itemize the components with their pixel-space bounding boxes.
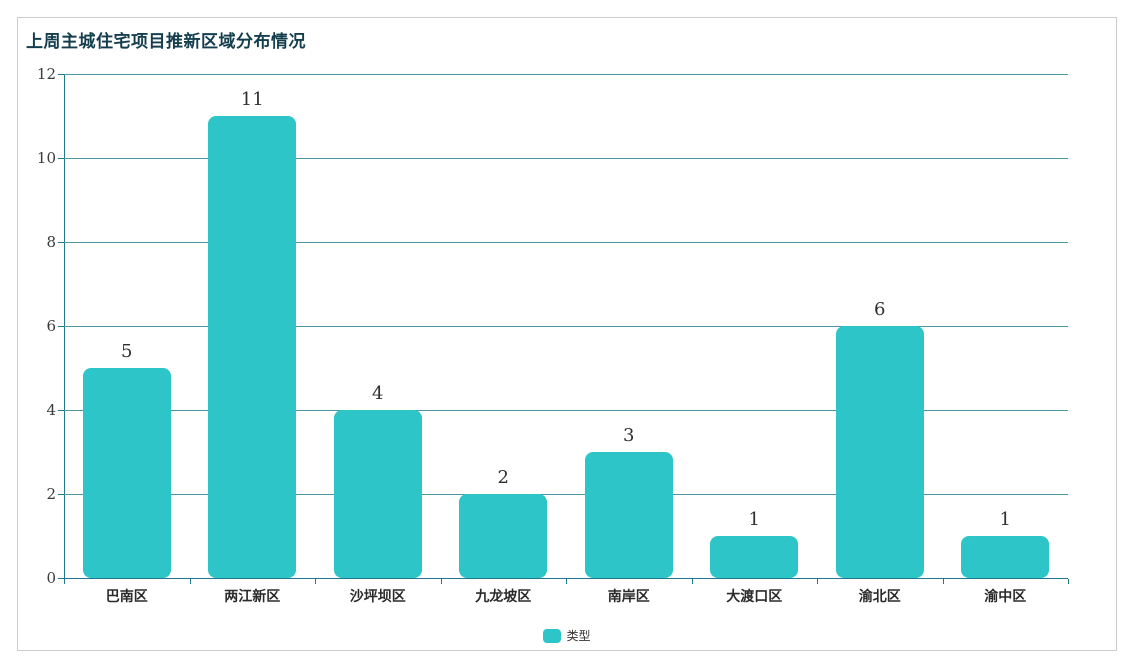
bar-南岸区[interactable] [584, 452, 673, 578]
gridline-y-6 [64, 326, 1068, 327]
bar-value-label: 11 [240, 89, 264, 110]
bar-value-label: 3 [623, 425, 635, 446]
y-axis-tick-label: 0 [46, 569, 56, 587]
bar-value-label: 2 [497, 467, 509, 488]
y-axis-tick-label: 12 [36, 65, 56, 83]
bar-大渡口区[interactable] [710, 536, 799, 578]
x-axis-tick [566, 579, 567, 584]
bar-沙坪坝区[interactable] [333, 410, 422, 578]
y-axis-tick [58, 326, 64, 327]
bar-九龙坡区[interactable] [459, 494, 548, 578]
bar-value-label: 1 [999, 509, 1011, 530]
bar-value-label: 5 [121, 341, 133, 362]
chart-title: 上周主城住宅项目推新区域分布情况 [26, 32, 306, 51]
x-axis-category-label: 大渡口区 [726, 588, 783, 604]
bar-两江新区[interactable] [208, 116, 297, 578]
y-axis-tick [58, 494, 64, 495]
legend-label: 类型 [566, 629, 591, 643]
plot-area: 5 11 4 2 3 1 6 1 [58, 74, 1069, 584]
x-axis-category-label: 渝北区 [858, 588, 901, 604]
x-axis-category-label: 巴南区 [105, 588, 148, 604]
x-axis-tick [942, 579, 944, 584]
y-axis-labels: 0 2 4 6 8 10 12 [18, 65, 56, 587]
x-axis-line [64, 578, 1068, 579]
y-axis-tick [58, 158, 64, 159]
y-axis-tick [58, 242, 64, 243]
chart-card: 上周主城住宅项目推新区域分布情况 5 11 4 2 3 1 6 1 0 2 4 6 8 10 12 巴南区… [17, 17, 1117, 651]
legend-swatch-icon [543, 628, 562, 643]
y-axis-tick-label: 6 [46, 317, 56, 335]
x-axis-tick [440, 579, 442, 584]
y-axis-tick [58, 410, 64, 411]
x-axis-tick [315, 579, 316, 584]
x-axis-category-label: 南岸区 [607, 588, 650, 604]
y-axis-tick [58, 74, 64, 75]
x-axis-tick [1068, 579, 1069, 584]
x-axis-labels: 巴南区 两江新区 沙坪坝区 九龙坡区 南岸区 大渡口区 渝北区 渝中区 [64, 586, 1068, 606]
x-axis-category-label: 两江新区 [224, 588, 281, 604]
gridline-y-10 [64, 158, 1068, 159]
bar-渝北区[interactable] [835, 326, 924, 578]
x-axis-category-label: 沙坪坝区 [349, 588, 406, 604]
bar-value-label: 1 [748, 509, 760, 530]
bar-渝中区[interactable] [961, 536, 1050, 578]
y-axis-tick [58, 578, 64, 579]
x-axis-tick [691, 579, 693, 584]
y-axis-tick-label: 10 [36, 149, 56, 167]
gridline-y-4 [64, 410, 1068, 411]
gridline-y-2 [64, 494, 1068, 495]
gridline-y-8 [64, 242, 1068, 243]
gridline-y-12 [64, 74, 1068, 75]
bar-巴南区[interactable] [82, 368, 171, 578]
x-axis-tick [817, 579, 818, 584]
x-axis-tick [189, 579, 191, 584]
bar-value-label: 4 [372, 383, 384, 404]
x-axis-category-label: 渝中区 [984, 588, 1027, 604]
x-axis-category-label: 九龙坡区 [475, 588, 532, 604]
y-axis-tick-label: 2 [46, 485, 56, 503]
y-axis-tick-label: 8 [46, 233, 56, 251]
legend[interactable]: 类型 [18, 627, 1116, 644]
y-axis-tick-label: 4 [46, 401, 56, 419]
bar-value-label: 6 [874, 299, 886, 320]
x-axis-tick [64, 579, 65, 584]
